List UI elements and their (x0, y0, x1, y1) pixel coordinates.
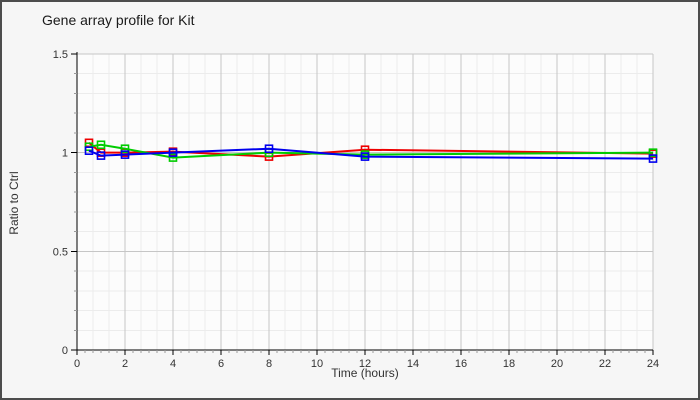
y-tick-label: 1 (62, 148, 68, 160)
x-tick-label: 12 (359, 358, 371, 370)
series-green-marker (96, 140, 106, 150)
gridlines (77, 53, 654, 350)
series-blue-marker (360, 152, 370, 161)
series-blue-marker (96, 151, 106, 160)
series-blue-line (88, 147, 654, 160)
x-tick-label: 14 (407, 358, 419, 370)
x-tick-label: 2 (122, 358, 128, 370)
axes (71, 52, 654, 355)
x-tick-label: 4 (170, 358, 176, 370)
series-green-marker (648, 148, 658, 157)
series-blue-marker (648, 154, 658, 163)
y-tick-label: 0.5 (53, 246, 68, 258)
series-green-marker (120, 144, 130, 154)
x-tick-label: 22 (599, 358, 611, 370)
x-tick-label: 10 (311, 358, 323, 370)
chart-title: Gene array profile for Kit (42, 12, 195, 28)
x-tick-label: 6 (218, 358, 224, 370)
series-blue-marker (168, 148, 178, 157)
y-axis-label: Ratio to Ctrl (7, 171, 21, 235)
x-tick-label: 20 (551, 358, 563, 370)
x-tick-label: 16 (455, 358, 467, 370)
series-green-marker (168, 153, 178, 162)
series-blue-marker (264, 144, 274, 154)
series-blue-marker (120, 150, 130, 159)
series-green-line (88, 143, 654, 159)
y-tick-label: 1.5 (53, 49, 68, 61)
x-tick-label: 0 (74, 358, 80, 370)
y-tick-label: 0 (62, 345, 68, 357)
x-tick-label: 24 (647, 358, 659, 370)
x-axis-label: Time (hours) (331, 366, 399, 380)
series-blue-marker (84, 146, 94, 155)
series-blue (84, 144, 658, 163)
x-tick-label: 8 (266, 358, 272, 370)
x-tick-label: 18 (503, 358, 515, 370)
